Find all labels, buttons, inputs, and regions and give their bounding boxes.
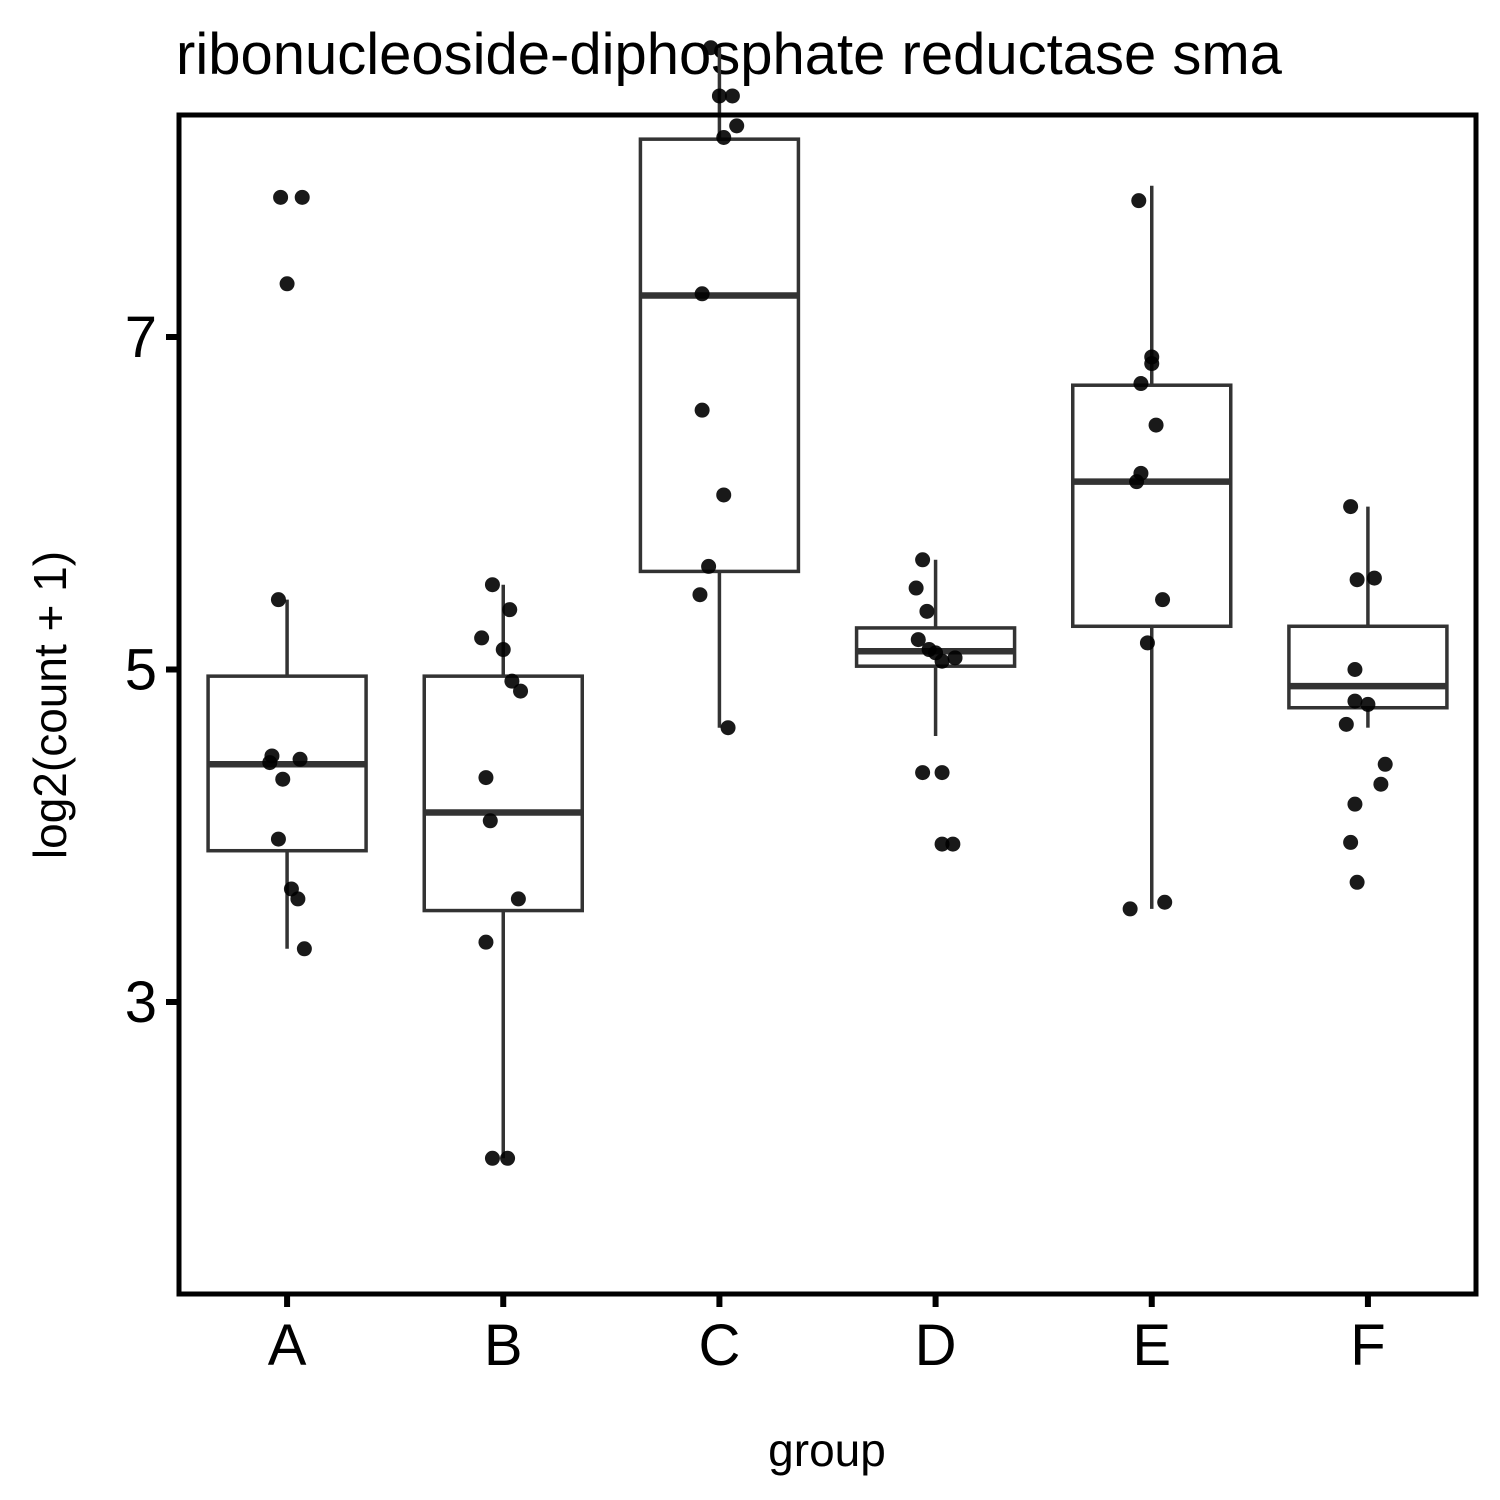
data-point bbox=[1131, 193, 1147, 209]
data-point bbox=[1366, 570, 1382, 586]
data-point bbox=[1129, 474, 1145, 490]
box-group-F bbox=[1287, 506, 1449, 728]
box-group-E bbox=[1071, 185, 1233, 909]
data-point bbox=[711, 88, 727, 104]
data-point bbox=[1349, 572, 1365, 588]
box-group-C bbox=[638, 47, 801, 728]
data-point bbox=[1139, 635, 1155, 651]
plot-frame bbox=[176, 112, 1479, 1297]
x-tick-label: F bbox=[1350, 1313, 1385, 1378]
x-tick-label: C bbox=[698, 1313, 740, 1378]
data-point bbox=[270, 592, 286, 608]
data-point bbox=[484, 577, 500, 593]
data-point bbox=[482, 813, 498, 829]
data-points bbox=[262, 40, 1393, 1166]
data-point bbox=[1133, 376, 1149, 392]
x-tick-label: D bbox=[915, 1313, 957, 1378]
data-point bbox=[510, 891, 526, 907]
data-point bbox=[915, 765, 931, 781]
data-point bbox=[279, 276, 295, 292]
data-point bbox=[1122, 901, 1138, 917]
data-point bbox=[908, 580, 924, 596]
data-point bbox=[703, 40, 719, 56]
data-point bbox=[484, 1150, 500, 1166]
data-point bbox=[1343, 834, 1359, 850]
data-point bbox=[292, 751, 308, 767]
data-point bbox=[915, 552, 931, 568]
data-point bbox=[1360, 696, 1376, 712]
y-tick-label: 7 bbox=[125, 305, 157, 370]
x-axis-label: group bbox=[768, 1424, 886, 1476]
data-point bbox=[296, 941, 312, 957]
data-point bbox=[495, 642, 511, 658]
box-group-A bbox=[206, 599, 368, 949]
data-point bbox=[947, 650, 963, 666]
data-point bbox=[1157, 894, 1173, 910]
plot-area bbox=[206, 40, 1449, 1166]
data-point bbox=[474, 630, 490, 646]
data-point bbox=[724, 88, 740, 104]
data-point bbox=[1343, 499, 1359, 515]
data-point bbox=[934, 765, 950, 781]
x-tick-label: B bbox=[484, 1313, 523, 1378]
data-point bbox=[694, 286, 710, 302]
data-point bbox=[934, 653, 950, 669]
data-point bbox=[701, 558, 717, 574]
data-point bbox=[500, 1150, 516, 1166]
data-point bbox=[1347, 796, 1363, 812]
data-point bbox=[504, 673, 520, 689]
box-iqr bbox=[422, 674, 584, 913]
data-point bbox=[716, 487, 732, 503]
data-point bbox=[513, 683, 529, 699]
box-iqr bbox=[1287, 624, 1449, 710]
data-point bbox=[1347, 693, 1363, 709]
data-point bbox=[478, 770, 494, 786]
data-point bbox=[1373, 776, 1389, 792]
y-axis-label: log2(count + 1) bbox=[24, 551, 76, 859]
data-point bbox=[270, 831, 286, 847]
data-point bbox=[720, 720, 736, 736]
data-point bbox=[1347, 662, 1363, 677]
data-point bbox=[729, 118, 745, 134]
data-point bbox=[1338, 716, 1354, 732]
x-tick-label: A bbox=[268, 1313, 307, 1378]
axes: 3 5 7 A B C D E F bbox=[125, 112, 1479, 1378]
data-point bbox=[478, 934, 494, 950]
y-tick-label: 3 bbox=[125, 970, 157, 1035]
data-point bbox=[694, 402, 710, 418]
data-point bbox=[716, 130, 732, 145]
chart-title: ribonucleoside-diphosphate reductase sma bbox=[176, 22, 1283, 87]
box-group-B bbox=[422, 584, 584, 1159]
box-iqr bbox=[638, 137, 801, 574]
data-point bbox=[290, 891, 306, 907]
data-point bbox=[919, 603, 935, 619]
data-point bbox=[934, 836, 950, 852]
data-point bbox=[945, 836, 961, 852]
data-point bbox=[275, 771, 291, 787]
data-point bbox=[1148, 417, 1164, 433]
y-tick-label: 5 bbox=[125, 638, 157, 703]
data-point bbox=[294, 189, 310, 205]
data-point bbox=[1144, 356, 1160, 372]
data-point bbox=[262, 755, 278, 771]
data-point bbox=[273, 189, 289, 205]
data-point bbox=[910, 632, 926, 648]
data-point bbox=[1155, 592, 1171, 608]
x-tick-label: E bbox=[1132, 1313, 1171, 1378]
data-point bbox=[502, 602, 518, 618]
data-point bbox=[1377, 756, 1393, 772]
data-point bbox=[1349, 874, 1365, 890]
data-point bbox=[692, 587, 708, 603]
